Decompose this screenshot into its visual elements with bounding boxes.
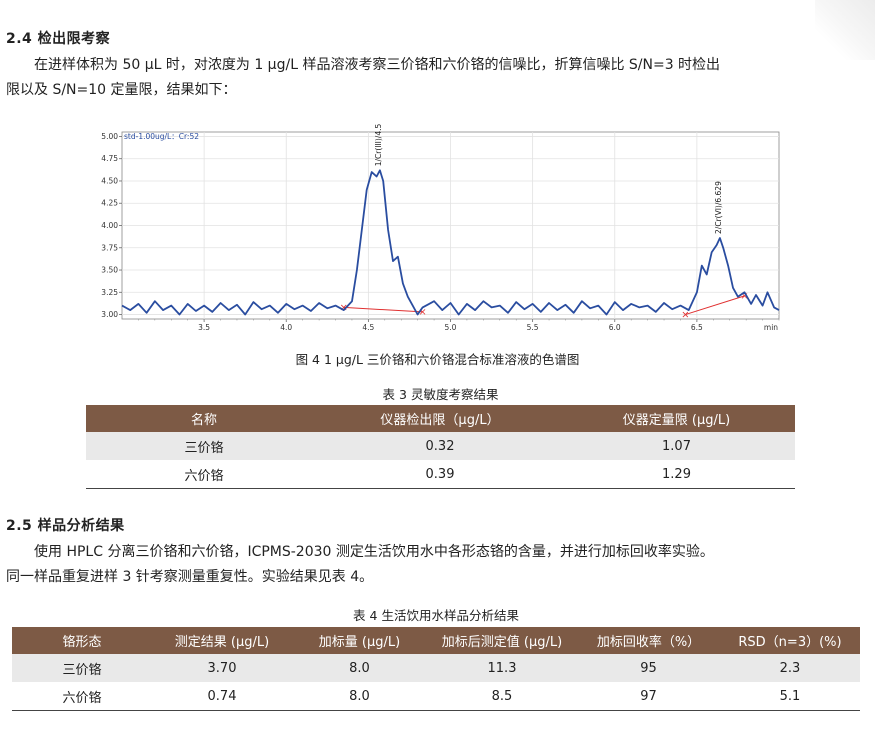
chart-title: std-1.00ug/L：Cr:52: [124, 132, 199, 141]
section-2-5-paragraph: 使用 HPLC 分离三价铬和六价铬，ICPMS-2030 测定生活饮用水中各形态…: [6, 540, 864, 590]
sample-analysis-table: 铬形态 测定结果 (μg/L) 加标量 (μg/L) 加标后测定值 (μg/L)…: [12, 627, 860, 711]
table-cell: 0.74: [152, 682, 292, 711]
x-tick-label: 3.5: [198, 323, 210, 332]
table-cell: 六价铬: [86, 460, 322, 489]
table-cell: 1.07: [558, 432, 795, 460]
paragraph-line: 使用 HPLC 分离三价铬和六价铬，ICPMS-2030 测定生活饮用水中各形态…: [34, 544, 714, 560]
table-cell: 11.3: [427, 654, 577, 682]
paragraph-line: 限以及 S/N=10 定量限，结果如下：: [6, 82, 237, 98]
page-corner-decoration: [815, 0, 875, 60]
table-cell: 97: [577, 682, 720, 711]
column-header: RSD（n=3）(%): [720, 627, 860, 654]
column-header: 名称: [86, 405, 322, 432]
column-header: 铬形态: [12, 627, 152, 654]
peak-label: 2/Cr(VI)/6.629: [714, 181, 723, 234]
y-tick-label: 4.50: [101, 176, 118, 185]
table-cell: 3.70: [152, 654, 292, 682]
table-cell: 三价铬: [12, 654, 152, 682]
table-cell: 8.0: [292, 682, 427, 711]
y-tick-label: 3.75: [101, 243, 118, 252]
x-tick-label: 6.5: [691, 323, 703, 332]
paragraph-line: 同一样品重复进样 3 针考察测量重复性。实验结果见表 4。: [6, 569, 374, 585]
table-cell: 三价铬: [86, 432, 322, 460]
table-cell: 2.3: [720, 654, 860, 682]
column-header: 加标量 (μg/L): [292, 627, 427, 654]
table-cell: 95: [577, 654, 720, 682]
table-cell: 8.5: [427, 682, 577, 711]
x-tick-label: 4.5: [362, 323, 374, 332]
table4-caption: 表 4 生活饮用水样品分析结果: [353, 608, 519, 623]
table-cell: 5.1: [720, 682, 860, 711]
integration-baseline: [685, 295, 745, 316]
y-tick-label: 4.25: [101, 199, 118, 208]
sensitivity-table: 名称 仪器检出限（μg/L） 仪器定量限 (μg/L) 三价铬 0.32 1.0…: [86, 405, 795, 489]
column-header: 加标回收率（%）: [577, 627, 720, 654]
chromatogram-chart: 3.00 3.25 3.50 3.75 4.00 4.25 4.50 4.75 5.00 3.5 4…: [101, 124, 780, 332]
table-cell: 0.32: [322, 432, 558, 460]
y-tick-label: 4.75: [101, 154, 118, 163]
table3-caption: 表 3 灵敏度考察结果: [382, 387, 499, 402]
section-heading-2-5: 2.5 样品分析结果: [6, 518, 125, 534]
x-tick-label: 5.0: [445, 323, 457, 332]
x-axis-label: min: [764, 323, 778, 332]
table-row: 六价铬 0.39 1.29: [86, 460, 795, 489]
table-header-row: 铬形态 测定结果 (μg/L) 加标量 (μg/L) 加标后测定值 (μg/L)…: [12, 627, 860, 654]
y-tick-label: 3.00: [101, 310, 118, 319]
table-cell: 0.39: [322, 460, 558, 489]
y-tick-label: 3.50: [101, 266, 118, 275]
table-row: 三价铬 0.32 1.07: [86, 432, 795, 460]
peak-label: 1/Cr(III)/4.560: [374, 124, 383, 166]
column-header: 仪器检出限（μg/L）: [322, 405, 558, 432]
table-cell: 六价铬: [12, 682, 152, 711]
y-tick-label: 3.25: [101, 288, 118, 297]
x-tick-label: 4.0: [280, 323, 292, 332]
integration-baseline: [343, 306, 423, 313]
table-cell: 1.29: [558, 460, 795, 489]
column-header: 仪器定量限 (μg/L): [558, 405, 795, 432]
table-cell: 8.0: [292, 654, 427, 682]
chromatogram-line: [121, 169, 780, 316]
table-row: 六价铬 0.74 8.0 8.5 97 5.1: [12, 682, 860, 711]
figure-caption: 图 4 1 μg/L 三价铬和六价铬混合标准溶液的色谱图: [295, 352, 580, 367]
x-tick-label: 5.5: [527, 323, 539, 332]
table-row: 三价铬 3.70 8.0 11.3 95 2.3: [12, 654, 860, 682]
x-tick-label: 6.0: [609, 323, 621, 332]
section-2-4-paragraph: 在进样体积为 50 μL 时，对浓度为 1 μg/L 样品溶液考察三价铬和六价铬…: [6, 53, 864, 103]
column-header: 加标后测定值 (μg/L): [427, 627, 577, 654]
table-header-row: 名称 仪器检出限（μg/L） 仪器定量限 (μg/L): [86, 405, 795, 432]
y-tick-label: 5.00: [101, 132, 118, 141]
y-tick-label: 4.00: [101, 221, 118, 230]
baseline-marker: [682, 311, 689, 318]
column-header: 测定结果 (μg/L): [152, 627, 292, 654]
paragraph-line: 在进样体积为 50 μL 时，对浓度为 1 μg/L 样品溶液考察三价铬和六价铬…: [34, 57, 721, 73]
section-heading-2-4: 2.4 检出限考察: [6, 31, 111, 47]
